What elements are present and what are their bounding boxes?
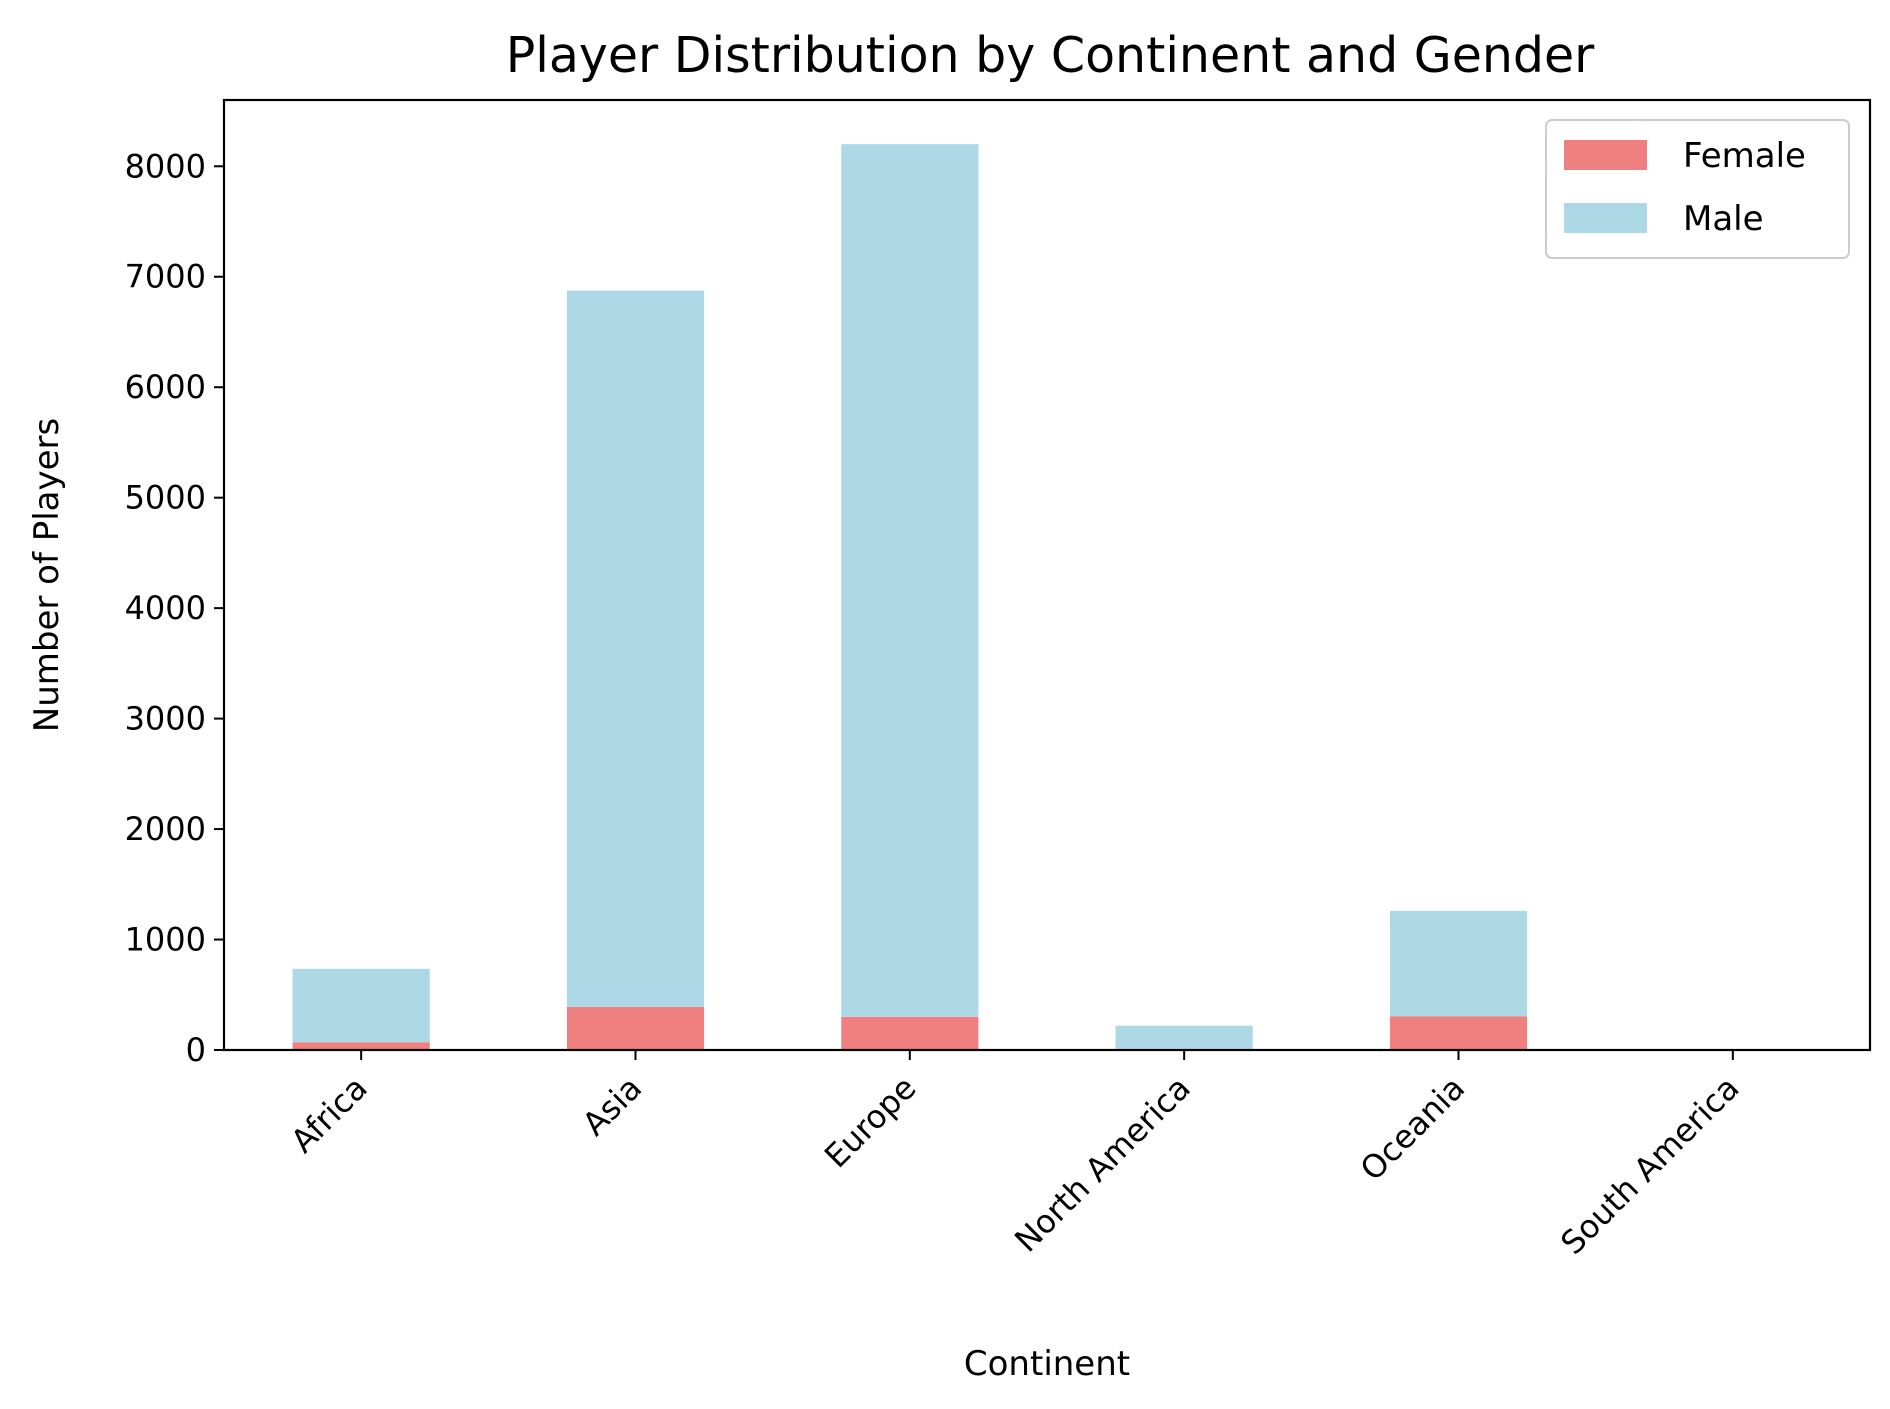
legend: Female Male	[1545, 119, 1850, 259]
x-tick-label-oceania: Oceania	[1353, 1069, 1472, 1188]
legend-swatch-female	[1564, 140, 1647, 170]
bar-female-europe	[841, 1016, 979, 1050]
y-tick-label: 0	[186, 1031, 206, 1069]
y-tick-label: 6000	[125, 368, 206, 406]
x-tick-label-north-america: North America	[1007, 1069, 1198, 1260]
chart-title: Player Distribution by Continent and Gen…	[506, 27, 1595, 84]
x-axis: Africa Asia Europe North America Oceania Sout…	[283, 1050, 1746, 1262]
y-tick-label: 4000	[125, 589, 206, 627]
y-tick-label: 3000	[125, 700, 206, 738]
bar-male-europe	[841, 144, 979, 1017]
bar-male-oceania	[1389, 910, 1528, 1017]
legend-label-male: Male	[1683, 199, 1764, 239]
y-tick-label: 1000	[125, 921, 206, 959]
y-axis-label: Number of Players	[27, 418, 67, 732]
bar-male-africa	[292, 968, 430, 1043]
x-tick-label-asia: Asia	[575, 1069, 649, 1143]
bar-female-oceania	[1389, 1016, 1528, 1050]
legend-label-female: Female	[1683, 136, 1806, 176]
x-tick-label-south-america: South America	[1553, 1069, 1746, 1262]
y-tick-label: 8000	[125, 147, 206, 185]
y-tick-label: 2000	[125, 810, 206, 848]
x-tick-label-europe: Europe	[817, 1069, 923, 1175]
bar-male-north-america	[1115, 1025, 1253, 1049]
legend-swatch-male	[1564, 203, 1647, 233]
y-tick-label: 5000	[125, 479, 206, 517]
y-tick-label: 7000	[125, 258, 206, 296]
x-axis-label: Continent	[964, 1344, 1130, 1384]
bar-female-africa	[292, 1042, 430, 1050]
x-tick-label-africa: Africa	[283, 1069, 374, 1160]
plot-frame	[222, 98, 1872, 1052]
bar-male-asia	[566, 290, 705, 1007]
bar-female-asia	[566, 1006, 705, 1050]
bars-layer	[292, 144, 1528, 1050]
y-axis: 0 1000 2000 3000 4000 5000 6000 7000 8000	[125, 147, 224, 1069]
